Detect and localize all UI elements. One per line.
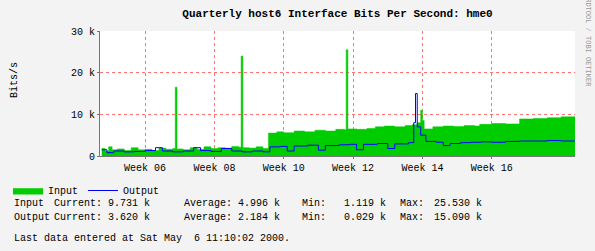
svg-text:10 k: 10 k xyxy=(71,110,95,121)
svg-text:Min:: Min: xyxy=(302,212,326,223)
svg-text:25.530 k: 25.530 k xyxy=(434,198,482,209)
svg-text:Bits/s: Bits/s xyxy=(9,62,20,98)
svg-text:9.731 k: 9.731 k xyxy=(108,198,150,209)
svg-text:2.184 k: 2.184 k xyxy=(238,212,280,223)
svg-text:Max:: Max: xyxy=(400,198,424,209)
svg-text:Week 14: Week 14 xyxy=(401,163,443,174)
svg-text:Input: Input xyxy=(14,198,44,209)
svg-text:Week 12: Week 12 xyxy=(332,163,374,174)
svg-text:Week 08: Week 08 xyxy=(193,163,235,174)
svg-text:Output: Output xyxy=(123,186,159,197)
svg-text:0: 0 xyxy=(89,152,95,163)
svg-text:Current:: Current: xyxy=(54,212,102,223)
svg-text:Week 06: Week 06 xyxy=(124,163,166,174)
svg-text:Max:: Max: xyxy=(400,212,424,223)
svg-text:Quarterly host6 Interface Bits: Quarterly host6 Interface Bits Per Secon… xyxy=(182,8,492,20)
svg-text:3.620 k: 3.620 k xyxy=(108,212,150,223)
svg-text:20 k: 20 k xyxy=(71,68,95,79)
svg-text:1.119 k: 1.119 k xyxy=(344,198,386,209)
svg-text:30 k: 30 k xyxy=(71,27,95,38)
svg-text:4.996 k: 4.996 k xyxy=(238,198,280,209)
svg-text:Current:: Current: xyxy=(54,198,102,209)
svg-text:Output: Output xyxy=(14,212,50,223)
svg-text:Week 10: Week 10 xyxy=(263,163,305,174)
svg-text:RRDTOOL / TOBI OETIKER: RRDTOOL / TOBI OETIKER xyxy=(584,0,592,87)
svg-text:Last data entered at Sat May: Last data entered at Sat May 6 11:10:02 … xyxy=(14,233,290,244)
svg-text:0.029 k: 0.029 k xyxy=(344,212,386,223)
svg-text:Week 16: Week 16 xyxy=(471,163,513,174)
svg-text:Min:: Min: xyxy=(302,198,326,209)
svg-text:Average:: Average: xyxy=(184,198,232,209)
svg-text:Input: Input xyxy=(48,186,78,197)
svg-text:Average:: Average: xyxy=(184,212,232,223)
svg-text:15.090 k: 15.090 k xyxy=(434,212,482,223)
